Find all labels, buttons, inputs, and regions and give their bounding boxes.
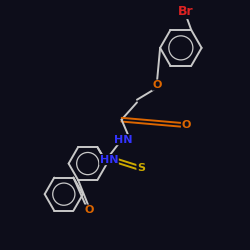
Text: HN: HN (114, 135, 133, 145)
Text: HN: HN (100, 154, 118, 164)
Text: O: O (152, 80, 162, 90)
Text: O: O (84, 205, 94, 215)
Text: S: S (137, 162, 145, 172)
Text: Br: Br (178, 6, 194, 18)
Text: O: O (182, 120, 191, 130)
